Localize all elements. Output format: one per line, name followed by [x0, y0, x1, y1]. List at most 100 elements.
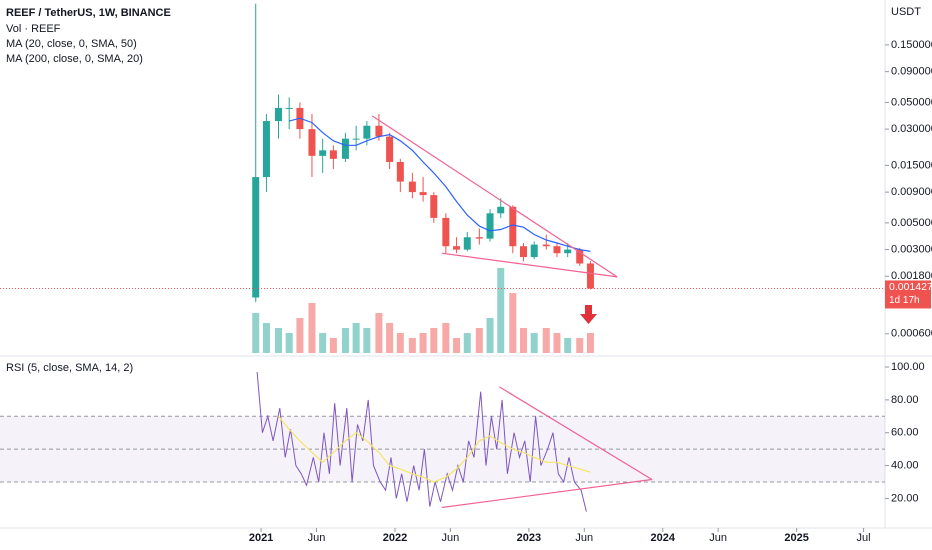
- candle-body: [509, 206, 517, 247]
- candle-body: [586, 263, 594, 289]
- candle-body: [530, 244, 538, 258]
- volume-bar: [453, 338, 461, 353]
- trendline: [371, 115, 618, 278]
- candle-body: [463, 237, 471, 250]
- y-tick-label: 80.00: [891, 394, 919, 406]
- candle-body: [341, 138, 349, 159]
- rsi-legend: RSI (5, close, SMA, 14, 2): [6, 362, 133, 374]
- candle-body: [553, 246, 561, 254]
- ma20-legend: MA (20, close, 0, SMA, 50): [6, 38, 137, 50]
- volume-bar: [296, 318, 304, 353]
- price-label: 0.001427: [889, 281, 932, 293]
- volume-bar: [319, 333, 327, 353]
- volume-bar: [352, 323, 360, 353]
- symbol-title: REEF / TetherUS, 1W, BINANCE: [6, 7, 171, 19]
- volume-bar: [329, 338, 337, 353]
- volume-bar: [520, 328, 528, 353]
- x-tick-label: Jun: [709, 532, 727, 544]
- x-tick-label: 2021: [249, 532, 273, 544]
- currency-label: USDT: [891, 6, 921, 18]
- trendline: [499, 386, 653, 481]
- volume-bar: [408, 338, 416, 353]
- x-tick-label: Jun: [575, 532, 593, 544]
- trendline: [441, 252, 618, 278]
- candle-body: [396, 162, 404, 182]
- volume-bar: [463, 333, 471, 353]
- volume-bar: [430, 328, 438, 353]
- candle-body: [375, 125, 383, 137]
- candle-body: [576, 249, 584, 264]
- candle-body: [285, 107, 293, 109]
- volume-bar: [576, 338, 584, 353]
- ma-line: [289, 117, 591, 252]
- candle-body: [363, 125, 371, 139]
- candle-body: [352, 138, 360, 140]
- volume-bar: [396, 333, 404, 353]
- rsi-signal: [278, 415, 591, 483]
- candle-body: [453, 246, 461, 250]
- candle-body: [419, 192, 427, 196]
- x-tick-label: Jul: [857, 532, 871, 544]
- volume-bar: [252, 313, 260, 353]
- trendline: [441, 478, 653, 509]
- candle-body: [386, 136, 394, 163]
- candle-body: [252, 177, 260, 298]
- candle-body: [319, 150, 327, 156]
- rsi-line: [256, 371, 587, 512]
- volume-bar: [486, 318, 494, 353]
- volume-bar: [419, 333, 427, 353]
- y-tick-label: 60.00: [891, 427, 919, 439]
- candle-body: [475, 237, 483, 239]
- volume-legend: Vol · REEF: [6, 23, 61, 35]
- volume-bar: [262, 323, 270, 353]
- candle-body: [430, 195, 438, 218]
- volume-bar: [553, 333, 561, 353]
- candle-body: [308, 129, 316, 156]
- candle-body: [542, 244, 550, 247]
- candle-body: [329, 150, 337, 159]
- y-tick-label: 40.00: [891, 459, 919, 471]
- volume-bar: [542, 328, 550, 353]
- candle-body: [520, 246, 528, 258]
- price-label-box: [885, 280, 931, 309]
- volume-bar: [308, 303, 316, 353]
- candle-body: [274, 107, 282, 122]
- volume-bar: [497, 268, 505, 353]
- volume-bar: [475, 328, 483, 353]
- x-tick-label: 2024: [651, 532, 676, 544]
- volume-bar: [274, 328, 282, 353]
- volume-bar: [586, 333, 594, 353]
- volume-bar: [375, 313, 383, 353]
- x-tick-label: 2022: [383, 532, 407, 544]
- candle-body: [497, 206, 505, 214]
- candle-body: [408, 181, 416, 193]
- countdown-label: 1d 17h: [889, 295, 920, 306]
- volume-bar: [442, 323, 450, 353]
- down-arrow: [580, 305, 597, 324]
- ma200-legend: MA (200, close, 0, SMA, 20): [6, 53, 143, 65]
- volume-bar: [564, 338, 572, 353]
- volume-bar: [341, 328, 349, 353]
- candle-body: [262, 121, 270, 178]
- x-tick-label: Jun: [442, 532, 460, 544]
- x-tick-label: Jun: [308, 532, 326, 544]
- x-tick-label: 2023: [517, 532, 541, 544]
- y-tick-label: 20.00: [891, 492, 919, 504]
- volume-bar: [363, 328, 371, 353]
- x-tick-label: 2025: [784, 532, 808, 544]
- volume-bar: [530, 333, 538, 353]
- candle-body: [486, 213, 494, 239]
- y-tick-label: 100.00: [891, 361, 925, 373]
- volume-bar: [509, 293, 517, 353]
- candle-body: [564, 249, 572, 254]
